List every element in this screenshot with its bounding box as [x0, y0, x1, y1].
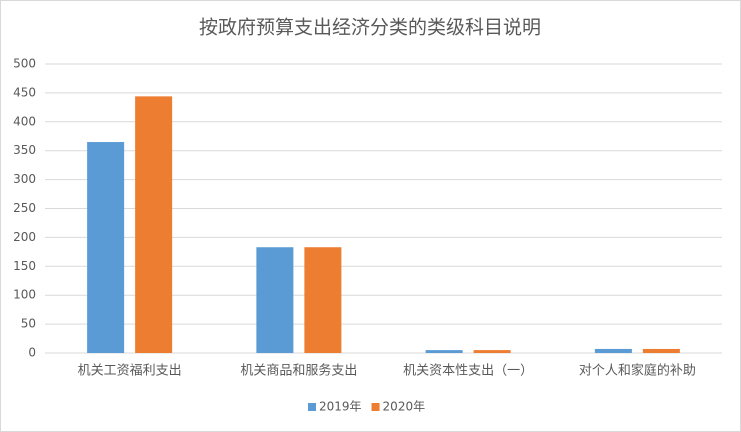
- bar: [642, 348, 680, 353]
- x-tick-label: 机关商品和服务支出: [240, 363, 357, 379]
- x-tick-label: 对个人和家庭的补助: [579, 363, 696, 379]
- y-tick-label: 150: [13, 259, 36, 273]
- bar: [594, 348, 632, 353]
- y-tick-label: 200: [13, 230, 36, 244]
- bar: [256, 247, 294, 353]
- y-tick-label: 500: [13, 57, 36, 71]
- y-tick-label: 100: [13, 288, 36, 302]
- chart-title: 按政府预算支出经济分类的类级科目说明: [199, 17, 541, 39]
- y-tick-label: 0: [28, 346, 36, 360]
- y-tick-label: 400: [13, 114, 36, 128]
- legend-label: 2019年: [319, 400, 362, 414]
- y-tick-label: 50: [21, 317, 36, 331]
- legend-label: 2020年: [383, 400, 426, 414]
- x-tick-label: 机关工资福利支出: [78, 364, 182, 379]
- bar: [87, 142, 125, 353]
- x-tick-label: 机关资本性支出（一）: [403, 364, 533, 379]
- y-tick-label: 300: [13, 172, 36, 186]
- y-tick-label: 250: [13, 201, 36, 215]
- bar: [304, 247, 342, 353]
- legend-swatch: [308, 403, 316, 411]
- bar: [135, 96, 173, 354]
- bar: [425, 350, 463, 353]
- y-tick-label: 450: [13, 85, 36, 99]
- bar: [473, 350, 511, 353]
- legend-swatch: [371, 403, 380, 411]
- y-tick-label: 350: [13, 143, 36, 157]
